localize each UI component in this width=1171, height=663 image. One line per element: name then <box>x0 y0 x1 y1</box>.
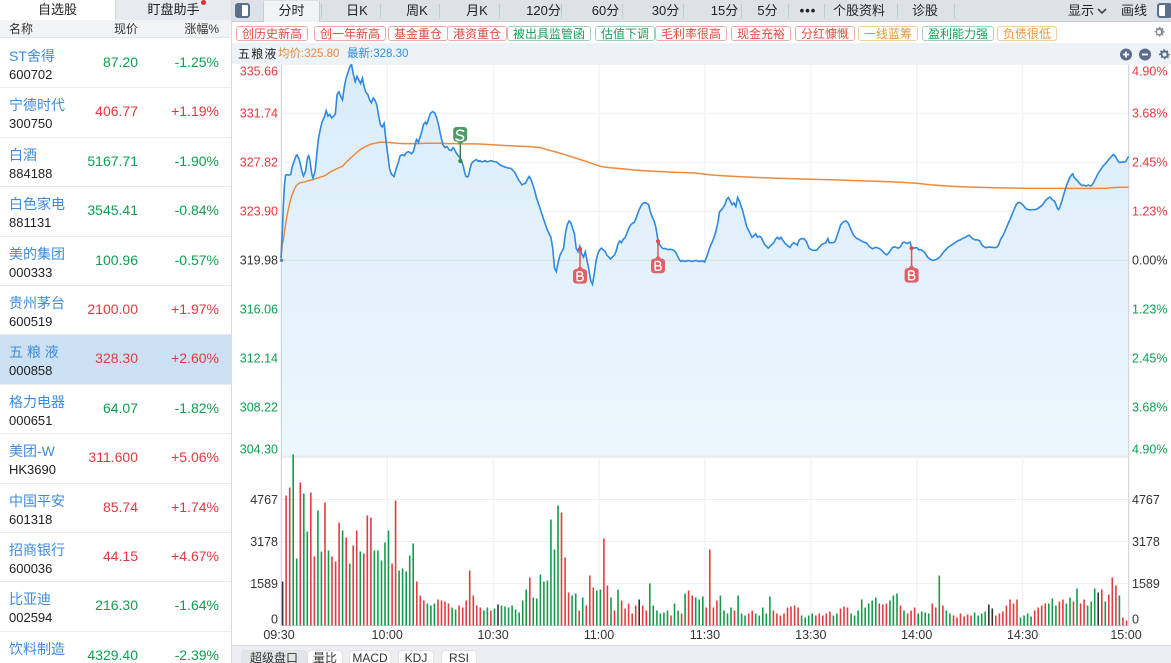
svg-text:1589: 1589 <box>1132 577 1160 591</box>
svg-text:11:00: 11:00 <box>584 628 614 642</box>
svg-text:0: 0 <box>1132 613 1139 627</box>
svg-text:327.82: 327.82 <box>240 156 278 170</box>
svg-text:10:00: 10:00 <box>372 628 403 642</box>
svg-text:3178: 3178 <box>1132 535 1160 549</box>
svg-text:4767: 4767 <box>250 493 278 507</box>
svg-text:3.68%: 3.68% <box>1132 107 1167 121</box>
svg-text:319.98: 319.98 <box>240 254 278 268</box>
svg-text:2.45%: 2.45% <box>1132 156 1167 170</box>
svg-text:14:30: 14:30 <box>1007 628 1038 642</box>
svg-text:14:00: 14:00 <box>901 628 932 642</box>
svg-text:4.90%: 4.90% <box>1132 442 1167 456</box>
svg-text:11:30: 11:30 <box>690 628 720 642</box>
svg-text:15:00: 15:00 <box>1110 628 1141 642</box>
svg-text:3178: 3178 <box>250 535 278 549</box>
svg-text:0: 0 <box>271 613 278 627</box>
svg-text:13:30: 13:30 <box>795 628 826 642</box>
svg-text:4767: 4767 <box>1132 493 1160 507</box>
svg-text:0.00%: 0.00% <box>1132 254 1167 268</box>
svg-text:09:30: 09:30 <box>263 628 294 642</box>
svg-text:4.90%: 4.90% <box>1132 65 1167 79</box>
svg-text:316.06: 316.06 <box>240 303 278 317</box>
svg-text:3.68%: 3.68% <box>1132 401 1167 415</box>
svg-text:1.23%: 1.23% <box>1132 303 1167 317</box>
svg-text:331.74: 331.74 <box>240 107 278 121</box>
svg-text:1589: 1589 <box>250 577 278 591</box>
svg-text:312.14: 312.14 <box>240 352 278 366</box>
svg-text:1.23%: 1.23% <box>1132 205 1167 219</box>
svg-text:2.45%: 2.45% <box>1132 352 1167 366</box>
svg-text:323.90: 323.90 <box>240 205 278 219</box>
svg-text:308.22: 308.22 <box>240 401 278 415</box>
svg-text:335.66: 335.66 <box>240 65 278 79</box>
svg-text:304.30: 304.30 <box>240 442 278 456</box>
svg-text:10:30: 10:30 <box>477 628 508 642</box>
